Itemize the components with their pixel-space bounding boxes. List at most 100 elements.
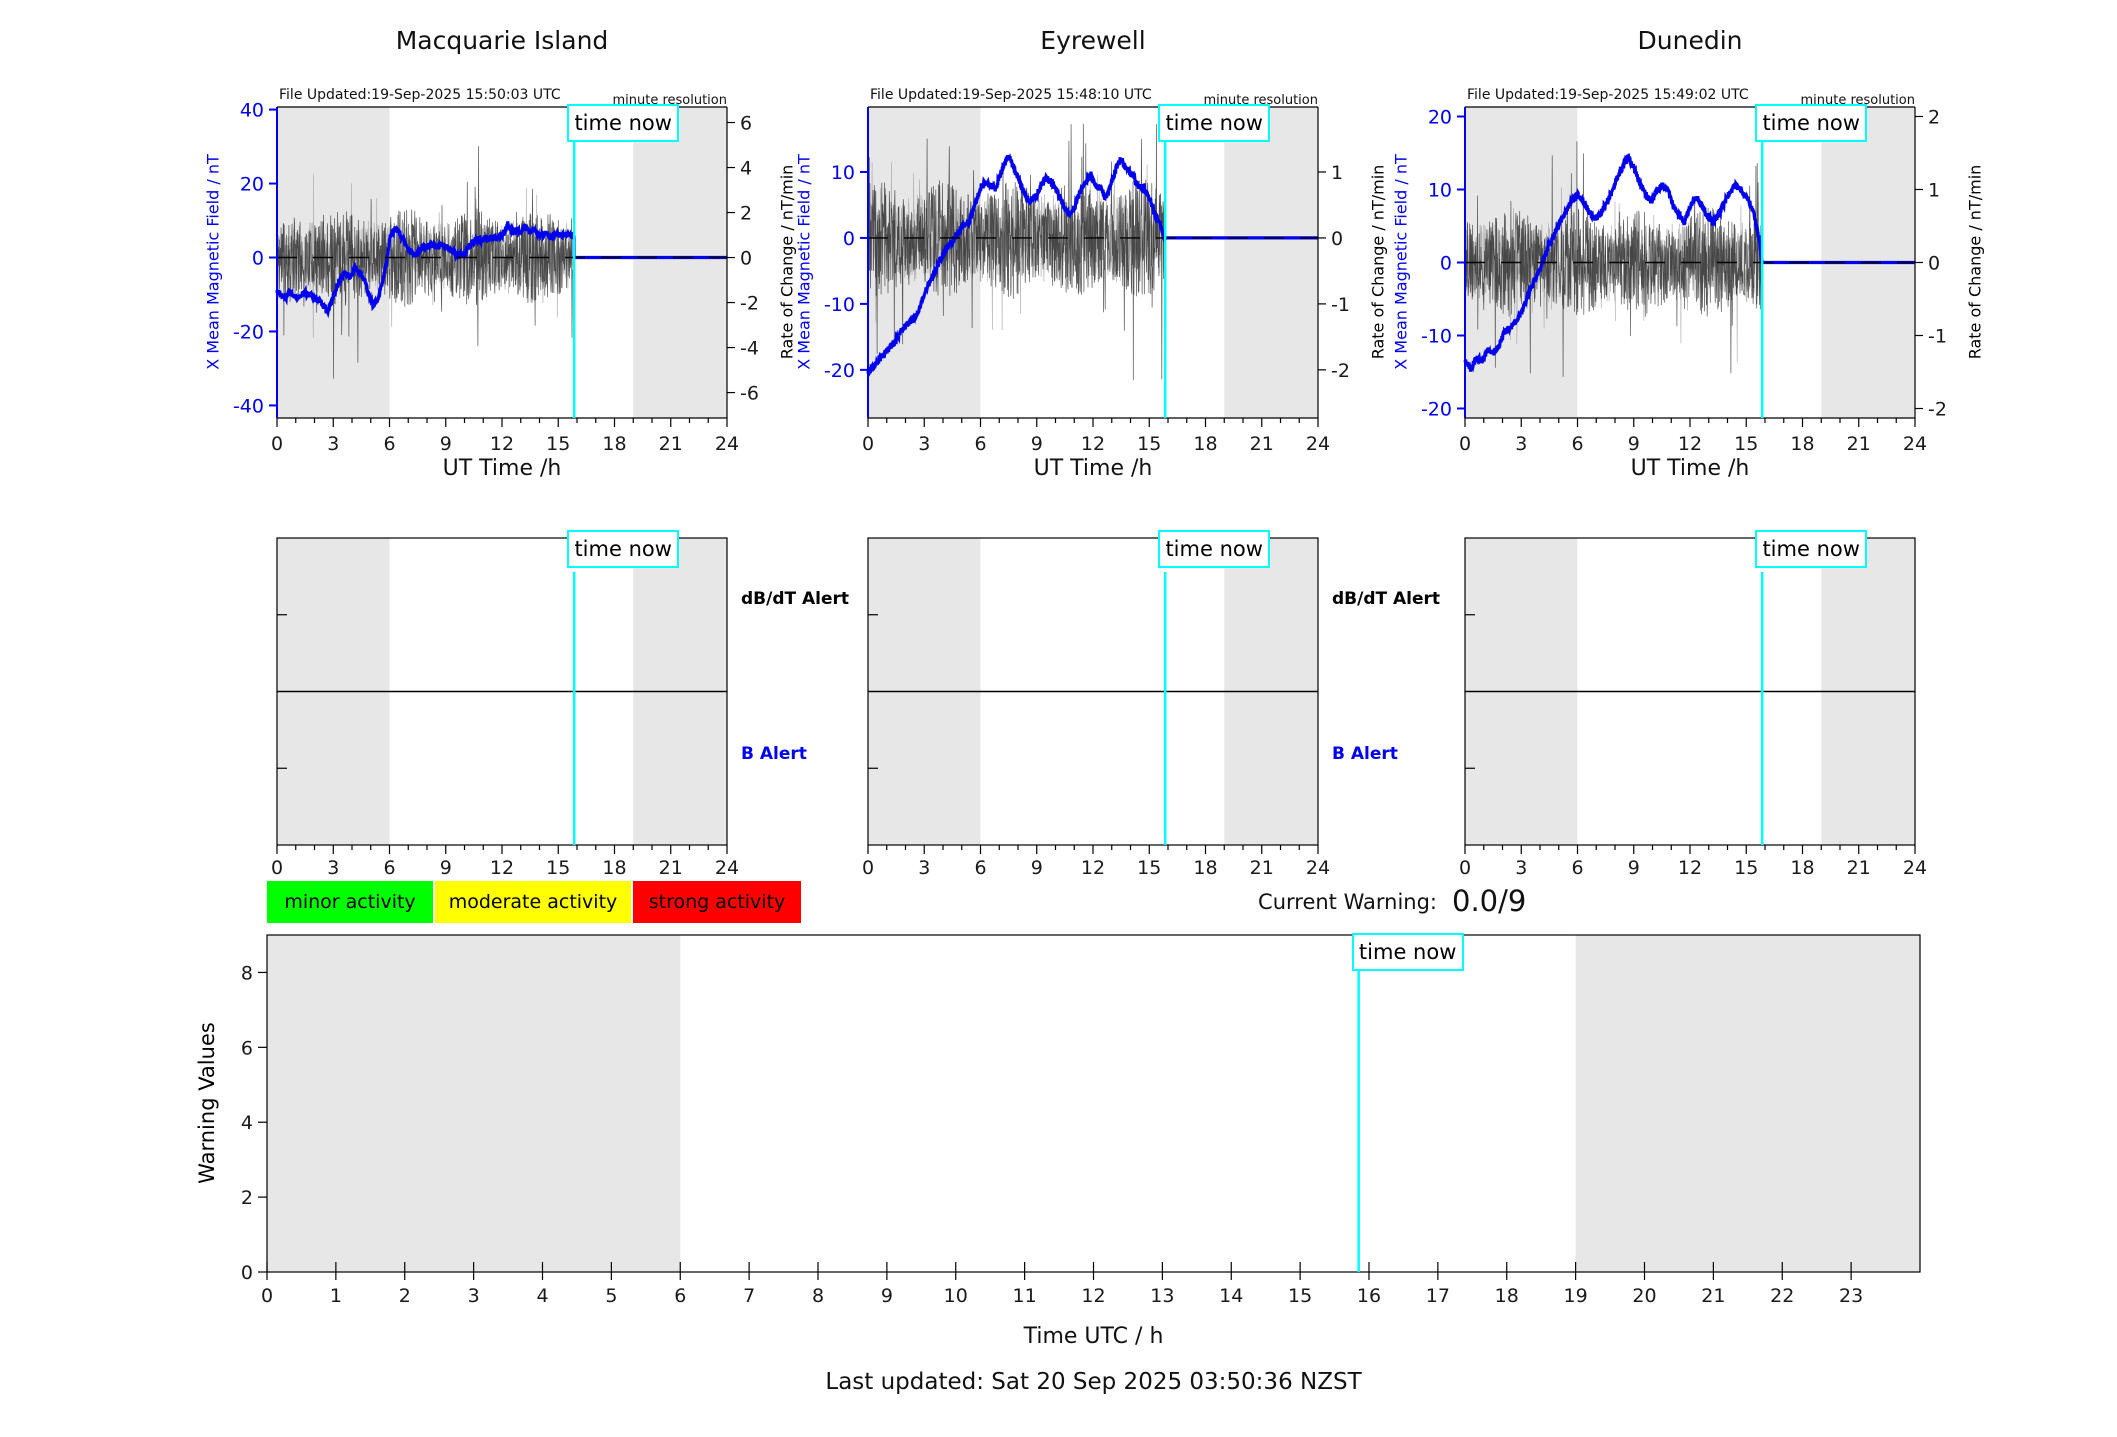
x-tick-label: 0 [271,857,283,879]
night-shading [1224,107,1318,418]
y-tick-label-left: 0 [252,248,264,270]
x-tick-label: 11 [1013,1285,1037,1307]
y-tick-label-left: -20 [1421,399,1452,421]
x-tick-label: 0 [261,1285,273,1307]
x-tick-label: 3 [1515,857,1527,879]
x-axis-label-eyrewell: UT Time /h [1033,456,1153,481]
x-tick-label: 12 [490,433,514,455]
y-tick-label-right: -1 [1928,326,1947,348]
current-warning-label: Current Warning: [1258,890,1437,914]
x-tick-label: 15 [1137,857,1161,879]
rate-of-change-trace [276,146,575,379]
x-tick-label: 15 [546,857,570,879]
last-updated-text: Last updated: Sat 20 Sep 2025 03:50:36 N… [825,1369,1362,1395]
y-tick-label-right: -2 [740,293,759,315]
x-tick-label: 24 [1306,857,1330,879]
x-tick-label: 21 [659,857,683,879]
x-tick-label: 18 [1790,433,1814,455]
x-tick-label: 6 [974,433,986,455]
y-tick-label-left: -40 [233,395,264,417]
x-tick-label: 12 [1678,433,1702,455]
y-tick-label-left: 10 [831,162,855,184]
y-tick-label-right: 0 [1331,228,1343,250]
x-tick-label: 24 [1903,857,1927,879]
time-now-flag: time now [1755,104,1868,142]
x-tick-label: 4 [536,1285,548,1307]
x-tick-label: 0 [1459,857,1471,879]
x-tick-label: 9 [1031,433,1043,455]
x-tick-label: 12 [1081,1285,1105,1307]
y-tick-label-right: -1 [1331,294,1350,316]
x-axis-label-dunedin: UT Time /h [1630,456,1750,481]
x-tick-label: 9 [440,433,452,455]
x-tick-label: 21 [1701,1285,1725,1307]
x-tick-label: 12 [490,857,514,879]
x-tick-label: 17 [1426,1285,1450,1307]
x-tick-label: 2 [399,1285,411,1307]
x-tick-label: 0 [862,857,874,879]
y-tick-label-left: 20 [240,174,264,196]
x-tick-label: 3 [1515,433,1527,455]
x-tick-label: 8 [812,1285,824,1307]
x-tick-label: 9 [881,1285,893,1307]
y-tick-label-right: 6 [740,113,752,135]
x-tick-label: 15 [546,433,570,455]
night-shading [633,107,727,418]
time-now-flag: time now [1158,104,1271,142]
x-tick-label: 22 [1770,1285,1794,1307]
x-tick-label: 6 [383,857,395,879]
dbdt-alert-label-2: dB/dT Alert [1332,589,1441,609]
mean-field-line [866,153,1318,378]
x-tick-label: 13 [1150,1285,1174,1307]
x-tick-label: 15 [1137,433,1161,455]
x-tick-label: 24 [715,433,739,455]
y-axis-label-eyrewell: X Mean Magnetic Field / nT [794,154,814,370]
x-tick-label: 12 [1678,857,1702,879]
x-tick-label: 16 [1357,1285,1381,1307]
x-tick-label: 23 [1839,1285,1863,1307]
y-tick-label-right: 0 [740,248,752,270]
x-tick-label: 21 [659,433,683,455]
right-axis-label-eyrewell: Rate of Change / nT/min [1368,164,1388,360]
legend-item-moderate: moderate activity [435,881,631,923]
x-tick-label: 18 [1790,857,1814,879]
station-title-dunedin: Dunedin [1637,26,1743,55]
y-tick-label-right: -6 [740,383,759,405]
x-tick-label: 6 [974,857,986,879]
current-warning-value: 0.0/9 [1452,884,1527,918]
x-tick-label: 3 [918,433,930,455]
x-tick-label: 18 [602,857,626,879]
x-tick-label: 1 [330,1285,342,1307]
x-tick-label: 21 [1250,857,1274,879]
x-tick-label: 3 [918,857,930,879]
x-tick-label: 18 [1495,1285,1519,1307]
file-updated-macquarie: File Updated:19-Sep-2025 15:50:03 UTC [279,87,561,103]
x-tick-label: 15 [1288,1285,1312,1307]
y-tick-label-right: 2 [1928,106,1940,128]
x-tick-label: 18 [1193,857,1217,879]
x-tick-label: 7 [743,1285,755,1307]
file-updated-dunedin: File Updated:19-Sep-2025 15:49:02 UTC [1467,87,1749,103]
y-tick-label-right: 0 [1928,253,1940,275]
y-tick-label: 4 [241,1112,253,1134]
x-tick-label: 24 [715,857,739,879]
x-tick-label: 20 [1632,1285,1656,1307]
y-tick-label-left: -10 [1421,326,1452,348]
x-tick-label: 6 [1571,857,1583,879]
time-now-flag: time now [1755,530,1868,568]
x-tick-label: 3 [327,857,339,879]
legend-item-strong: strong activity [633,881,801,923]
x-tick-label: 6 [383,433,395,455]
y-tick-label-left: 0 [1440,253,1452,275]
x-tick-label: 12 [1081,433,1105,455]
y-tick-label-right: -2 [1331,360,1350,382]
y-tick-label-right: -2 [1928,399,1947,421]
y-tick-label: 6 [241,1037,253,1059]
station-title-eyrewell: Eyrewell [1040,26,1146,55]
x-tick-label: 21 [1250,433,1274,455]
y-tick-label-right: 1 [1928,179,1940,201]
x-tick-label: 21 [1847,433,1871,455]
time-now-flag: time now [567,530,680,568]
y-tick-label-left: 10 [1428,179,1452,201]
x-tick-label: 21 [1847,857,1871,879]
